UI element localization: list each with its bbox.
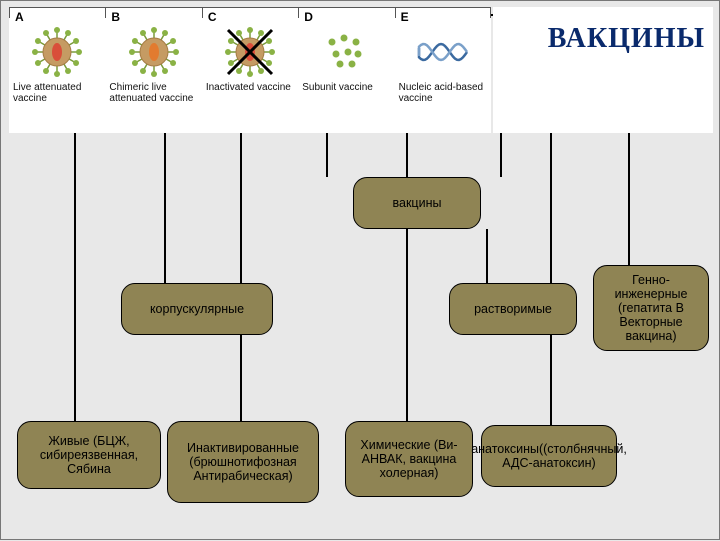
node-genetic: Генно-инженерные (гепатита В Векторные в…	[593, 265, 709, 351]
tree-nodes: вакцины корпускулярные растворимые Генно-ин…	[1, 1, 719, 539]
node-corpuscular: корпускулярные	[121, 283, 273, 335]
node-live: Живые (БЦЖ, сибиреязвенная, Сябина	[17, 421, 161, 489]
node-anatoxins: анатоксины((столбнячный, АДС-анатоксин)	[481, 425, 617, 487]
node-soluble: растворимые	[449, 283, 577, 335]
node-inactivated: Инактивированные (брюшнотифозная Антираб…	[167, 421, 319, 503]
node-root: вакцины	[353, 177, 481, 229]
node-chemical: Химические (Ви-АНВАК, вакцина холерная)	[345, 421, 473, 497]
